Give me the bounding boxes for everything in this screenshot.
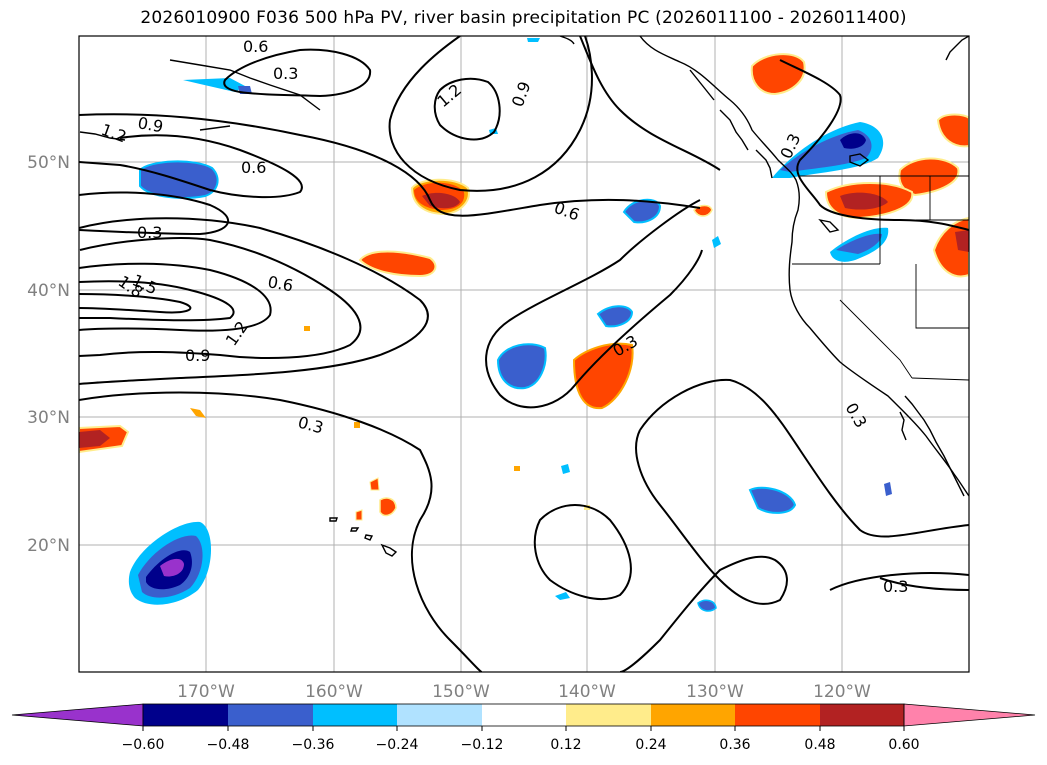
colorbar-segment xyxy=(228,704,313,726)
contour-label: 0.9 xyxy=(185,346,210,365)
colorbar-segment xyxy=(482,704,566,726)
contour-label: 0.6 xyxy=(241,158,266,177)
latitude-labels: 50°N 40°N 30°N 20°N xyxy=(27,153,70,556)
colorbar-tick-label: −0.48 xyxy=(207,737,250,753)
colorbar-segment xyxy=(735,704,820,726)
colorbar-tick-label: 0.48 xyxy=(804,737,835,753)
contour-label: 0.3 xyxy=(883,577,908,596)
colorbar-tick-label: 0.24 xyxy=(635,737,666,753)
map-title: 2026010900 F036 500 hPa PV, river basin … xyxy=(140,8,907,28)
contour-label: 0.6 xyxy=(266,272,294,295)
lon-label-140w: 140°W xyxy=(558,682,616,702)
colorbar-segment xyxy=(566,704,651,726)
colorbar-segment xyxy=(397,704,482,726)
contour-label: 0.6 xyxy=(243,37,268,56)
contour-label: 0.9 xyxy=(136,113,164,136)
colorbar-tick-label: 0.12 xyxy=(550,737,581,753)
colorbar-left-extend-arrow xyxy=(11,703,144,727)
map-frame xyxy=(78,35,970,673)
pv-contours xyxy=(79,36,969,672)
colorbar-tick-label: 0.60 xyxy=(888,737,919,753)
colorbar-tick-label: 0.36 xyxy=(719,737,750,753)
lat-label-30n: 30°N xyxy=(27,408,70,428)
colorbar-tick-label: −0.24 xyxy=(376,737,419,753)
longitude-labels: 170°W 160°W 150°W 140°W 130°W 120°W xyxy=(177,682,871,702)
lon-label-150w: 150°W xyxy=(432,682,490,702)
political-borders xyxy=(792,175,969,381)
colorbar-segment xyxy=(651,704,735,726)
lon-label-160w: 160°W xyxy=(305,682,363,702)
contour-label: 0.3 xyxy=(273,64,298,83)
lat-label-20n: 20°N xyxy=(27,536,70,556)
colorbar-tick-label: −0.36 xyxy=(292,737,335,753)
lon-label-120w: 120°W xyxy=(813,682,871,702)
lat-label-40n: 40°N xyxy=(27,281,70,301)
colorbar-tick-label: −0.60 xyxy=(122,737,165,753)
colorbar-right-extend-arrow xyxy=(903,703,1036,727)
colorbar-segment xyxy=(313,704,397,726)
colorbar-segment xyxy=(143,704,228,726)
colorbar-segment xyxy=(820,704,904,726)
lat-label-50n: 50°N xyxy=(27,153,70,173)
lon-label-170w: 170°W xyxy=(177,682,235,702)
lon-label-130w: 130°W xyxy=(686,682,744,702)
coastlines xyxy=(79,36,969,557)
colorbar-tick-label: −0.12 xyxy=(461,737,504,753)
contour-label: 0.3 xyxy=(137,223,162,242)
colorbar: −0.60 −0.48 −0.36 −0.24 −0.12 0.12 0.24 … xyxy=(11,703,1036,753)
